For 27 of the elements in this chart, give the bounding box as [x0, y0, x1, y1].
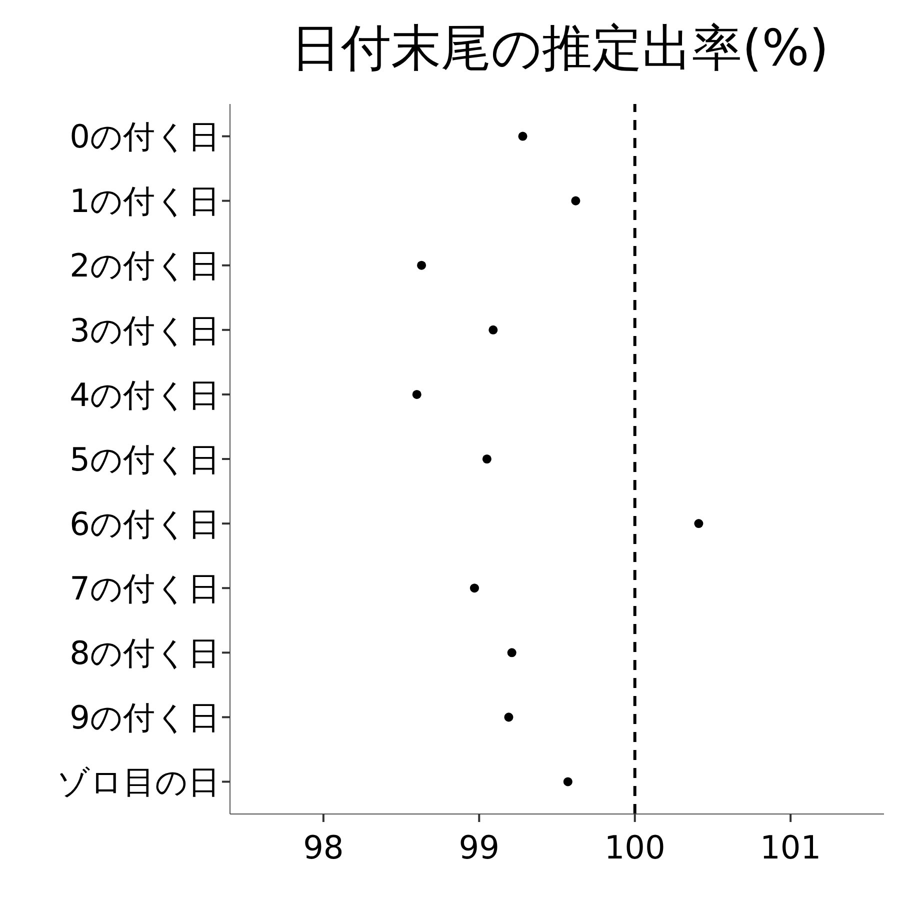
x-tick-label: 99: [458, 828, 500, 867]
point: [563, 777, 572, 786]
y-tick-label: 4の付く日: [70, 376, 220, 414]
point: [417, 260, 426, 270]
point: [488, 325, 498, 334]
chart-title: 日付末尾の推定出率(%): [290, 18, 830, 79]
x-tick-label: 98: [303, 828, 344, 867]
x-tick-label: 101: [760, 828, 822, 867]
y-tick-label: 9の付く日: [70, 698, 220, 737]
y-tick-label: 8の付く日: [70, 634, 220, 672]
y-tick-label: 2の付く日: [70, 246, 220, 285]
point: [694, 519, 704, 528]
point: [507, 648, 516, 658]
point: [504, 712, 514, 722]
point: [470, 584, 479, 593]
y-tick-label: ゾロ目の日: [57, 763, 220, 802]
y-tick-label: 1の付く日: [70, 182, 220, 220]
x-tick-label: 100: [604, 828, 666, 867]
point: [518, 132, 528, 141]
point: [571, 196, 580, 206]
y-tick-label: 3の付く日: [70, 311, 220, 350]
y-tick-label: 7の付く日: [70, 569, 220, 608]
y-tick-label: 6の付く日: [70, 504, 220, 543]
y-tick-label: 5の付く日: [70, 440, 220, 478]
y-tick-label: 0の付く日: [70, 118, 220, 156]
point: [412, 390, 422, 399]
point: [482, 454, 492, 464]
